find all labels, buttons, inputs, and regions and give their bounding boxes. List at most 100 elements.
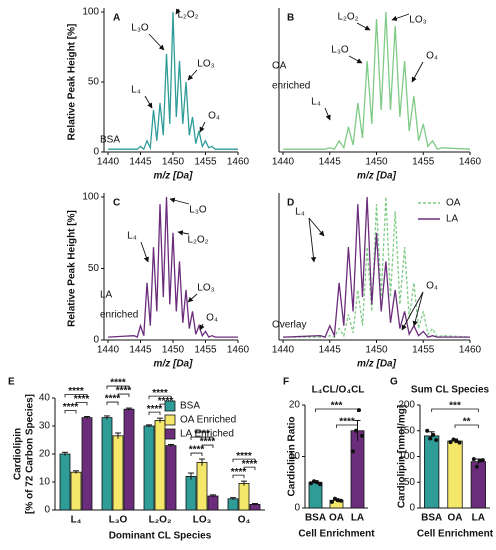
chart-title: L₄CL/O₄CL [312,385,365,396]
data-point [336,498,340,503]
legend-swatch [164,414,176,426]
data-point [434,438,439,443]
x-tick-label: 1440 [272,345,295,356]
legend-label: BSA [180,401,200,412]
x-axis-label: Dominant CL Species [109,531,212,542]
y-axis-label: Relative Peak Height [%] [67,24,78,141]
x-tick-label: 1445 [319,345,342,356]
significance-label: *** [331,401,343,412]
spectrum-line [283,196,471,338]
significance-bracket [64,410,77,414]
y-tick-label: 20 [289,400,301,411]
significance-label: **** [339,417,355,428]
y-tick-label: 200 [398,400,415,411]
annotation-arrow [199,323,205,331]
significance-bracket [454,424,479,428]
x-tick-label: 1445 [319,157,342,168]
significance-label: ** [463,417,471,428]
spectrum-line [283,11,471,150]
y-tick-label: 0 [93,335,99,346]
x-tick-label: 1455 [194,157,217,168]
peak-annotation: L₄ [131,85,141,96]
x-tick-label: 1460 [459,345,482,356]
panel-label: enriched [100,310,138,321]
annotation-arrow [169,197,190,205]
significance-bracket [106,401,119,406]
legend-swatch [164,428,176,440]
data-point [471,457,476,462]
y-tick-label: 0 [93,147,99,158]
significance-bracket [243,466,256,471]
bar [154,419,166,511]
significance-bracket [117,393,130,398]
data-point [457,440,462,445]
bar [350,430,365,509]
annotation-arrow [199,121,206,133]
peak-annotation: O₄ [206,313,218,324]
panel-letter: A [113,13,120,24]
data-point [480,458,485,463]
bar [447,440,463,509]
data-point [312,479,316,484]
annotation-arrow [348,55,363,64]
y-tick-label: 0 [44,505,50,516]
x-axis-label: Cell Enrichment [417,529,494,540]
data-point [318,482,322,487]
bar [165,445,177,511]
significance-bracket [232,474,245,479]
significance-bracket [190,452,203,457]
peak-annotation: L₄ [311,97,321,108]
significance-label: **** [231,467,247,478]
peak-annotation: L₃O [189,205,207,216]
x-tick-label: 1455 [412,157,435,168]
y-axis-label: Cardiolipin [nmol/mg] [397,405,408,508]
bar [59,453,71,511]
significance-label: **** [74,394,90,405]
x-tick-label: L₄ [71,515,82,526]
x-tick-label: L₃O [109,515,128,526]
bar [238,482,250,511]
significance-bracket [106,385,130,390]
legend-label: LA [446,214,459,225]
x-axis-label: Cell Enrichment [298,529,375,540]
annotation-arrow [308,217,325,237]
y-tick-label: 0 [409,503,415,514]
significance-label: **** [110,378,126,389]
x-axis-label: m/z [Da] [357,359,397,370]
x-axis-label: m/z [Da] [154,359,194,370]
bar [424,435,440,509]
x-tick-label: LA [351,513,364,524]
x-tick-label: 1450 [365,157,388,168]
significance-bracket [75,402,88,406]
annotation-arrow [391,13,410,21]
x-tick-label: 1440 [97,157,120,168]
significance-label: **** [147,404,163,415]
x-tick-label: 1460 [459,157,482,168]
significance-bracket [232,458,256,463]
significance-label: **** [242,459,258,470]
y-tick-label: 100 [398,451,415,462]
x-tick-label: L₂O₂ [149,515,172,526]
x-tick-label: OA [329,513,344,524]
y-tick-label: 10 [39,477,51,488]
data-point [428,436,433,441]
significance-bracket [336,424,358,428]
annotation-arrow [412,291,424,327]
bar [227,498,239,511]
x-tick-label: 1450 [162,345,185,356]
data-point [448,440,453,445]
significance-bracket [201,444,214,449]
significance-bracket [190,436,214,441]
legend-label: OA [446,198,461,209]
spectrum-line [107,196,238,338]
annotation-arrow [187,69,198,81]
annotation-arrow [148,33,165,51]
bar [470,461,486,509]
significance-label: **** [194,429,210,440]
panel-letter: E [8,377,15,388]
y-tick-label: 50 [404,477,416,488]
peak-annotation: L₂O₂ [337,12,358,23]
y-tick-label: 150 [398,425,415,436]
y-tick-label: 40 [39,393,51,404]
significance-label: **** [116,386,132,397]
